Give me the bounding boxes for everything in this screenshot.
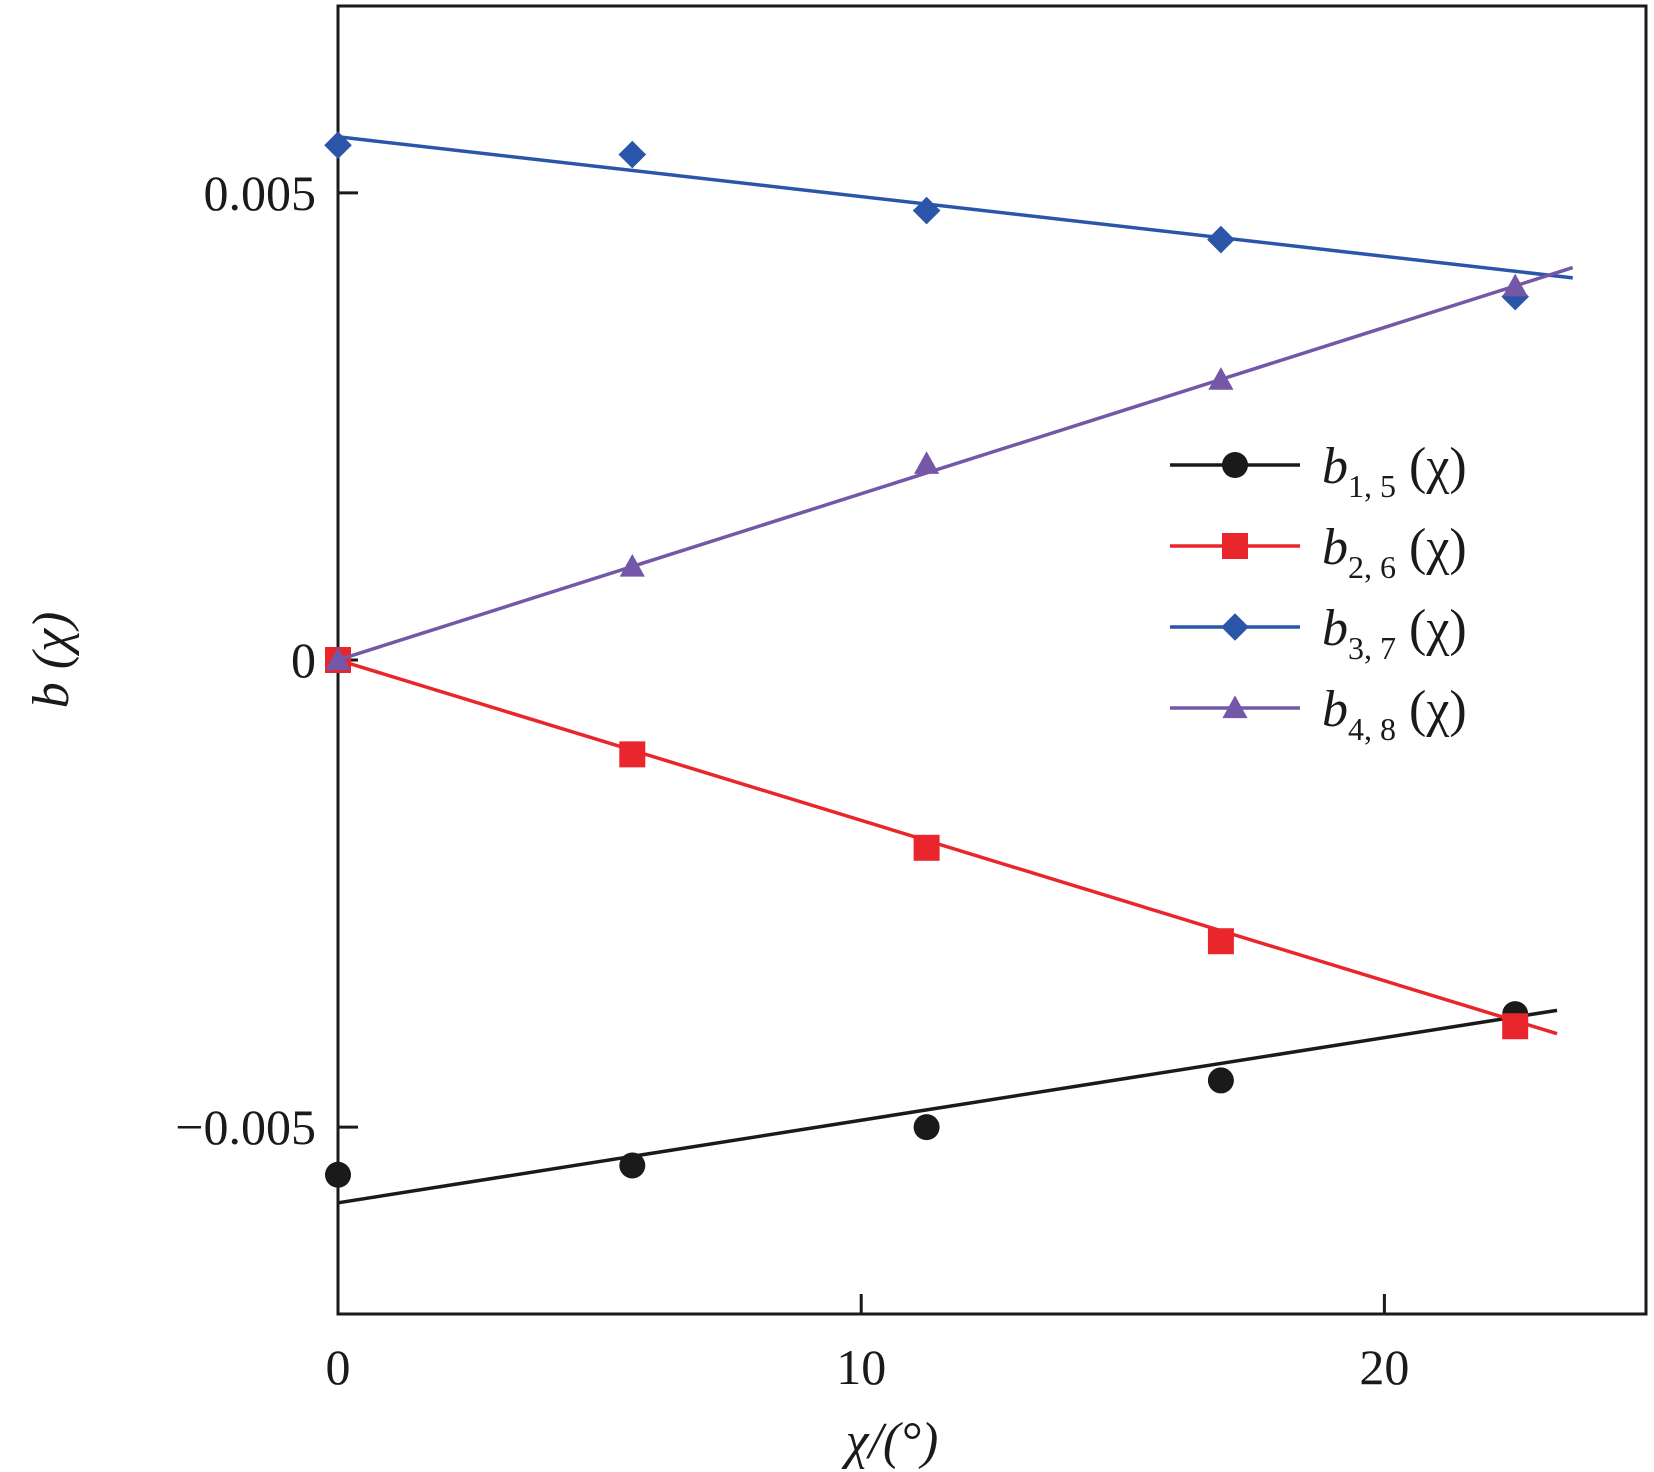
axis-ticks: 0 10 20 −0.005 0 0.005 [175,165,1409,1395]
series-2 [325,647,1558,1040]
legend-marker [1222,695,1248,719]
series-1-point [1207,1067,1234,1094]
series-1-point [325,1161,351,1188]
series-layer [324,131,1574,1205]
x-tick-label: 10 [836,1339,886,1395]
series-4-point [325,647,351,671]
y-tick-label: 0 [291,632,316,688]
series-3-point [912,196,941,225]
series-3-point [324,131,352,160]
legend-label: b1, 5 (χ) [1322,438,1467,504]
legend-marker [1222,452,1248,478]
legend-item-1: b1, 5 (χ) [1170,438,1467,504]
series-1-point [619,1152,646,1179]
legend-label: b3, 7 (χ) [1322,600,1467,666]
series-3 [324,131,1573,311]
legend-label: b2, 6 (χ) [1322,519,1467,585]
series-3-point [618,140,647,169]
series-4-point [619,553,645,577]
series-2-point [913,834,940,861]
y-tick-label: 0.005 [204,165,317,221]
legend-item-2: b2, 6 (χ) [1170,519,1467,585]
x-axis-title: χ/(°) [841,1413,939,1470]
legend-item-4: b4, 8 (χ) [1170,681,1467,747]
y-axis-title: b (χ) [23,612,80,709]
series-4-point [1208,367,1234,390]
series-2-point [1207,928,1234,955]
legend-marker [1221,613,1249,641]
series-1-point [913,1114,940,1141]
series-2-point [619,741,646,768]
legend-label: b4, 8 (χ) [1322,681,1467,747]
series-4-fit-line [337,265,1574,662]
y-tick-label: −0.005 [175,1099,316,1155]
legend-item-3: b3, 7 (χ) [1170,600,1467,666]
series-3-fit-line [337,135,1573,280]
series-4-point [914,451,940,474]
legend-marker [1222,533,1248,559]
x-tick-label: 0 [326,1339,351,1395]
series-2-fit-line [337,658,1558,1036]
series-1 [325,1001,1558,1205]
series-4 [325,265,1574,671]
series-3-point [1207,225,1235,254]
series-1-fit-line [337,1008,1558,1205]
series-4-point [1502,273,1528,297]
x-tick-label: 20 [1359,1339,1409,1395]
legend: b1, 5 (χ) b2, 6 (χ) b3, 7 (χ) b4, 8 (χ) [1170,438,1467,747]
series-2-point [1502,1013,1529,1040]
plot-frame [336,4,1648,1316]
